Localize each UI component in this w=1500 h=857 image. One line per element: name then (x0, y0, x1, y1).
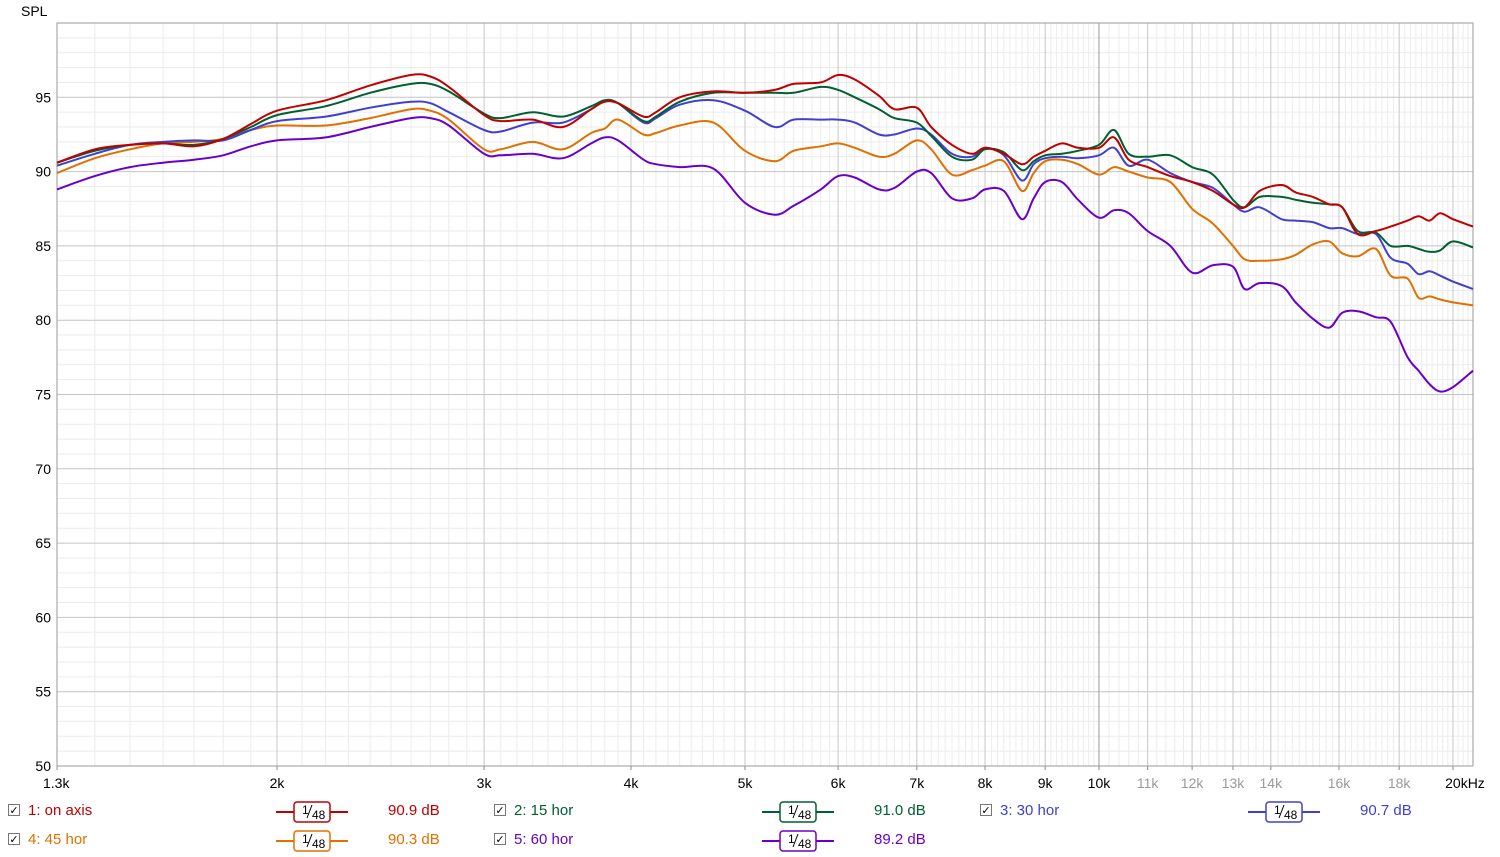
series-visibility-checkbox[interactable]: ✓ (8, 833, 20, 846)
series-level: 90.9 dB (388, 802, 440, 819)
smoothing-selector[interactable]: 1 48 (276, 830, 348, 852)
x-tick-label: 16k (1328, 775, 1352, 791)
series-level: 90.3 dB (388, 831, 440, 848)
y-tick-label: 95 (35, 89, 51, 105)
series-name: 4: 45 hor (28, 831, 88, 848)
x-tick-label: 4k (624, 775, 640, 791)
smoothing-selector[interactable]: 1 48 (762, 801, 834, 823)
series-line-2 (56, 81, 1474, 253)
y-tick-label: 55 (35, 684, 51, 700)
x-tick-label: 11k (1137, 775, 1160, 791)
series-name: 1: on axis (28, 802, 93, 819)
svg-text:48: 48 (312, 837, 326, 851)
plot-border (56, 22, 1474, 767)
svg-text:1: 1 (788, 832, 795, 846)
series-line-1 (56, 73, 1474, 237)
x-tick-label: 18k (1388, 775, 1412, 791)
y-tick-label: 50 (35, 758, 51, 774)
series-level: 91.0 dB (874, 802, 926, 819)
x-tick-label: 3k (477, 775, 493, 791)
series-line-4 (56, 107, 1474, 307)
line-swatch-icon: 1 48 (1248, 801, 1320, 823)
x-tick-label: 7k (909, 775, 925, 791)
series-name: 2: 15 hor (514, 802, 574, 819)
x-tick-label: 1.3k (43, 775, 70, 791)
series-visibility-checkbox[interactable]: ✓ (494, 833, 506, 846)
series-visibility-checkbox[interactable]: ✓ (494, 804, 506, 817)
line-swatch-icon: 1 48 (276, 830, 348, 852)
svg-text:1: 1 (302, 803, 309, 817)
line-swatch-icon: 1 48 (762, 830, 834, 852)
y-tick-label: 65 (35, 535, 51, 551)
x-tick-label: 8k (978, 775, 994, 791)
legend-item: ✓ 1: on axis 1 48 90.9 dB (8, 801, 478, 825)
series-line-5 (56, 116, 1474, 393)
svg-text:48: 48 (798, 808, 812, 822)
y-tick-label: 85 (35, 238, 51, 254)
x-tick-label: 9k (1038, 775, 1054, 791)
series-visibility-checkbox[interactable]: ✓ (980, 804, 992, 817)
svg-text:1: 1 (302, 832, 309, 846)
svg-text:1: 1 (788, 803, 795, 817)
series-level: 89.2 dB (874, 831, 926, 848)
smoothing-selector[interactable]: 1 48 (762, 830, 834, 852)
x-tick-label: 14k (1260, 775, 1284, 791)
series-name: 5: 60 hor (514, 831, 574, 848)
y-tick-label: 70 (35, 461, 51, 477)
x-tick-label: 5k (738, 775, 754, 791)
y-tick-label: 60 (35, 609, 51, 625)
legend-item: ✓ 5: 60 hor 1 48 89.2 dB (494, 830, 964, 854)
svg-text:1: 1 (1274, 803, 1281, 817)
series-level: 90.7 dB (1360, 802, 1412, 819)
svg-text:48: 48 (798, 837, 812, 851)
svg-text:48: 48 (312, 808, 326, 822)
legend-item: ✓ 2: 15 hor 1 48 91.0 dB (494, 801, 964, 825)
legend-item: ✓ 3: 30 hor 1 48 90.7 dB (980, 801, 1450, 825)
x-tick-label: 6k (831, 775, 847, 791)
series-visibility-checkbox[interactable]: ✓ (8, 804, 20, 817)
y-tick-label: 90 (35, 164, 51, 180)
x-tick-label: 20kHz (1445, 775, 1485, 791)
series-name: 3: 30 hor (1000, 802, 1060, 819)
line-swatch-icon: 1 48 (276, 801, 348, 823)
x-tick-label: 2k (270, 775, 286, 791)
y-tick-label: 80 (35, 312, 51, 328)
y-tick-label: 75 (35, 387, 51, 403)
smoothing-selector[interactable]: 1 48 (276, 801, 348, 823)
x-tick-label: 10k (1088, 775, 1112, 791)
x-tick-label: 13k (1222, 775, 1246, 791)
line-swatch-icon: 1 48 (762, 801, 834, 823)
smoothing-selector[interactable]: 1 48 (1248, 801, 1320, 823)
legend-item: ✓ 4: 45 hor 1 48 90.3 dB (8, 830, 478, 854)
y-axis-label: SPL (21, 3, 48, 19)
x-tick-label: 12k (1181, 775, 1205, 791)
svg-text:48: 48 (1284, 808, 1298, 822)
